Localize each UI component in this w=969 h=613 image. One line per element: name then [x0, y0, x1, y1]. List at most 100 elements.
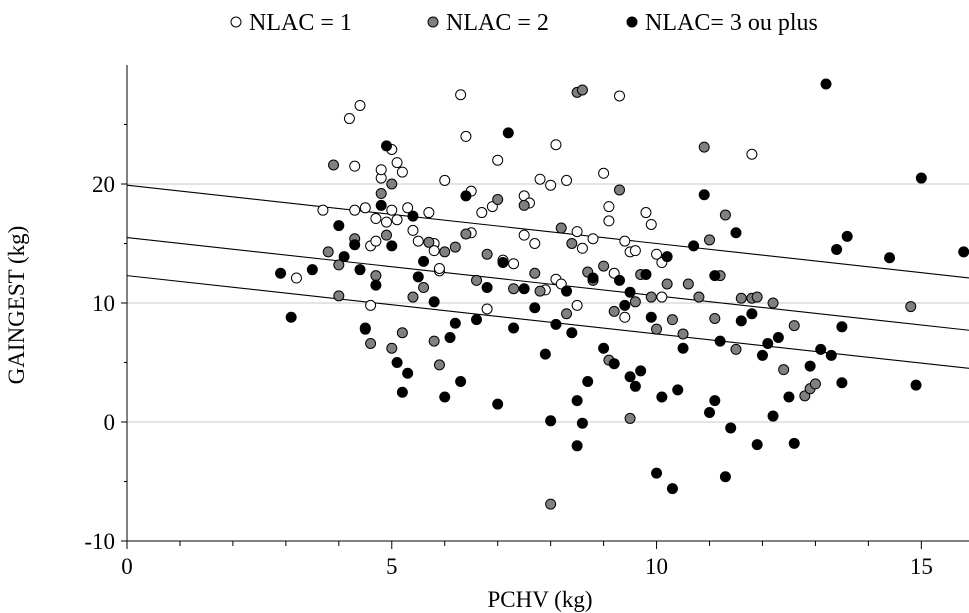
data-point	[651, 248, 663, 260]
data-point	[338, 251, 350, 263]
data-point	[391, 157, 403, 169]
data-point	[719, 209, 731, 221]
data-point	[518, 199, 530, 211]
legend-marker	[230, 16, 242, 28]
data-point	[391, 357, 403, 368]
data-point	[561, 308, 573, 320]
data-point	[704, 234, 716, 246]
data-point	[481, 303, 493, 315]
data-point	[502, 127, 514, 139]
data-point	[576, 84, 588, 96]
data-point	[375, 164, 387, 176]
data-point	[709, 270, 721, 282]
data-point	[349, 239, 361, 251]
data-point	[529, 302, 541, 314]
data-point	[714, 335, 726, 347]
data-point	[481, 282, 493, 294]
data-point	[735, 315, 747, 327]
data-point	[598, 260, 610, 272]
data-point	[719, 471, 731, 483]
data-point	[624, 412, 636, 424]
data-point	[481, 248, 493, 260]
data-point	[677, 342, 689, 354]
data-point	[672, 384, 684, 396]
legend-marker	[626, 16, 638, 28]
data-point	[439, 174, 451, 186]
x-tick-label: 10	[645, 554, 668, 579]
data-point	[365, 337, 377, 349]
data-point	[423, 207, 435, 219]
data-point	[613, 184, 625, 196]
data-point	[333, 259, 345, 271]
data-point	[412, 271, 424, 283]
data-point	[402, 367, 414, 379]
data-point	[836, 377, 848, 389]
data-point	[661, 251, 673, 263]
data-point	[508, 258, 520, 270]
data-point	[391, 214, 403, 226]
data-point	[460, 228, 472, 240]
data-point	[656, 391, 668, 403]
data-point	[958, 246, 969, 258]
x-axis-title: PCHV (kg)	[487, 587, 592, 612]
x-tick-label: 0	[121, 554, 133, 579]
data-point	[825, 349, 837, 361]
data-point	[423, 236, 435, 248]
regression-line	[126, 184, 969, 279]
data-point	[322, 246, 334, 258]
data-point	[910, 379, 922, 391]
data-point	[619, 235, 631, 247]
data-point	[396, 166, 408, 178]
data-point	[788, 320, 800, 332]
data-point	[534, 285, 546, 297]
y-tick-label: 0	[104, 410, 116, 435]
data-point	[433, 262, 445, 274]
data-point	[492, 193, 504, 205]
data-point	[354, 264, 366, 276]
data-point	[317, 204, 329, 216]
data-point	[566, 327, 578, 339]
data-point	[629, 380, 641, 392]
data-point	[762, 337, 774, 349]
data-point	[841, 230, 853, 242]
data-point	[820, 78, 832, 90]
data-point	[682, 278, 694, 290]
legend-label: NLAC = 2	[446, 10, 549, 36]
legend: NLAC = 1 NLAC = 2 NLAC= 3 ou plus	[230, 10, 818, 36]
data-point	[751, 291, 763, 303]
data-point	[598, 167, 610, 179]
data-point	[884, 252, 896, 264]
data-point	[677, 328, 689, 340]
data-point	[518, 283, 530, 295]
data-point	[571, 226, 583, 238]
data-point	[386, 342, 398, 354]
data-point	[608, 305, 620, 317]
data-point	[788, 437, 800, 449]
y-axis-title: GAINGEST (kg)	[4, 226, 29, 385]
data-point	[651, 323, 663, 335]
data-point	[767, 297, 779, 309]
data-point	[428, 245, 440, 257]
data-point	[545, 498, 557, 510]
data-point	[370, 213, 382, 225]
data-point	[290, 272, 302, 284]
data-point	[492, 154, 504, 166]
data-point	[354, 99, 366, 111]
data-point	[428, 296, 440, 308]
data-point	[645, 311, 657, 323]
data-point	[497, 257, 509, 269]
data-point	[666, 483, 678, 495]
data-point	[386, 240, 398, 252]
data-point	[756, 349, 768, 361]
data-point	[343, 113, 355, 125]
x-tick-label: 5	[386, 554, 398, 579]
data-point	[778, 364, 790, 376]
data-point	[534, 173, 546, 185]
data-point	[688, 240, 700, 252]
data-point	[608, 358, 620, 370]
data-point	[471, 274, 483, 286]
data-point	[587, 233, 599, 245]
data-point	[449, 241, 461, 253]
data-point	[396, 386, 408, 398]
